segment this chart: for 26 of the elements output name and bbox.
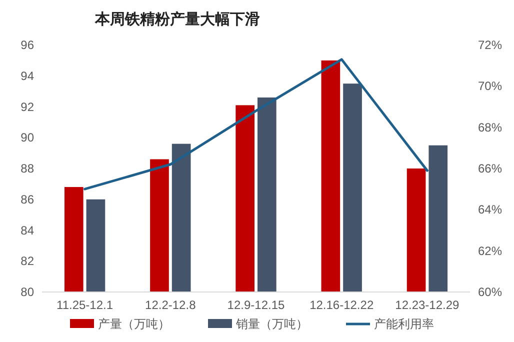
y2-tick-label: 70%: [478, 79, 502, 94]
y2-tick-label: 72%: [478, 38, 502, 52]
x-tick-label: 12.9-12.15: [227, 298, 286, 312]
chart-title: 本周铁精粉产量大幅下滑: [94, 11, 260, 28]
y-tick-label: 86: [20, 192, 34, 206]
legend-label: 产能利用率: [374, 317, 434, 331]
y2-tick-label: 68%: [478, 120, 502, 134]
y2-tick-label: 60%: [478, 285, 502, 299]
line-series: [84, 58, 428, 190]
y2-tick-label: 64%: [478, 202, 502, 217]
x-tick-label: 12.2-12.8: [145, 298, 196, 312]
y2-tick-label: 66%: [478, 162, 502, 176]
y-tick-label: 96: [20, 38, 34, 52]
y-tick-label: 80: [20, 285, 34, 299]
y-tick-label: 82: [20, 254, 34, 268]
y-tick-label: 84: [20, 223, 34, 238]
y-tick-label: 92: [20, 100, 34, 114]
legend-label: 产量（万吨）: [98, 317, 170, 331]
y-tick-label: 90: [20, 130, 34, 145]
legend-label: 销量（万吨）: [235, 317, 308, 331]
x-tick-label: 12.16-12.22: [310, 298, 374, 312]
x-tick-label: 12.23-12.29: [395, 298, 460, 312]
y-tick-label: 88: [20, 162, 34, 176]
y2-tick-label: 62%: [478, 244, 502, 258]
y-tick-label: 94: [20, 68, 34, 83]
x-tick-label: 11.25-12.1: [56, 298, 114, 312]
